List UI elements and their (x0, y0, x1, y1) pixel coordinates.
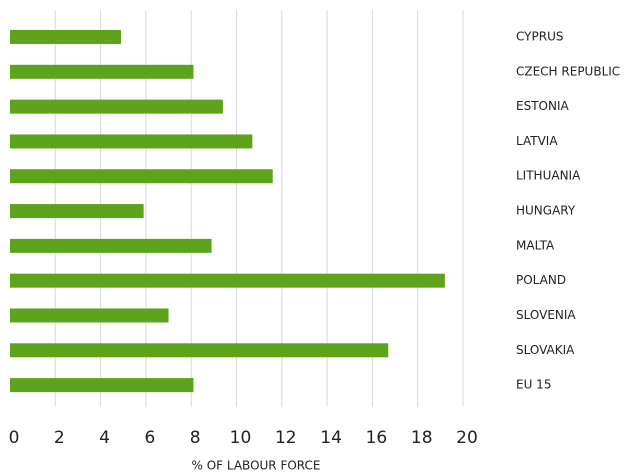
category-label: SLOVENIA (516, 308, 576, 322)
x-tick-label: 12 (275, 428, 297, 448)
bar (10, 64, 194, 79)
bar (10, 204, 144, 219)
bar (10, 238, 212, 253)
bar (10, 30, 121, 45)
x-tick-label: 8 (190, 428, 201, 448)
x-tick-label: 0 (9, 428, 20, 448)
x-tick-label: 20 (456, 428, 478, 448)
x-tick-label: 16 (366, 428, 388, 448)
x-tick-label: 10 (230, 428, 252, 448)
category-label: CYPRUS (516, 30, 563, 44)
x-tick-label: 18 (411, 428, 433, 448)
bar (10, 273, 445, 288)
x-tick-label: 14 (320, 428, 342, 448)
bar (10, 134, 253, 149)
category-label: MALTA (516, 238, 555, 252)
category-label: LITHUANIA (516, 169, 581, 183)
category-label: LATVIA (516, 134, 558, 148)
x-axis-label: % OF LABOUR FORCE (192, 459, 321, 473)
x-tick-label: 6 (144, 428, 155, 448)
category-label: EU 15 (516, 378, 551, 392)
category-label: CZECH REPUBLIC (516, 64, 620, 78)
category-label: HUNGARY (516, 204, 576, 218)
bar (10, 99, 223, 114)
bar (10, 169, 273, 184)
bar (10, 378, 194, 393)
x-tick-label: 2 (54, 428, 65, 448)
x-tick-label: 4 (99, 428, 110, 448)
category-label: POLAND (516, 273, 566, 287)
bar (10, 343, 389, 358)
category-label: SLOVAKIA (516, 343, 575, 357)
bar (10, 308, 169, 323)
category-label: ESTONIA (516, 99, 569, 113)
